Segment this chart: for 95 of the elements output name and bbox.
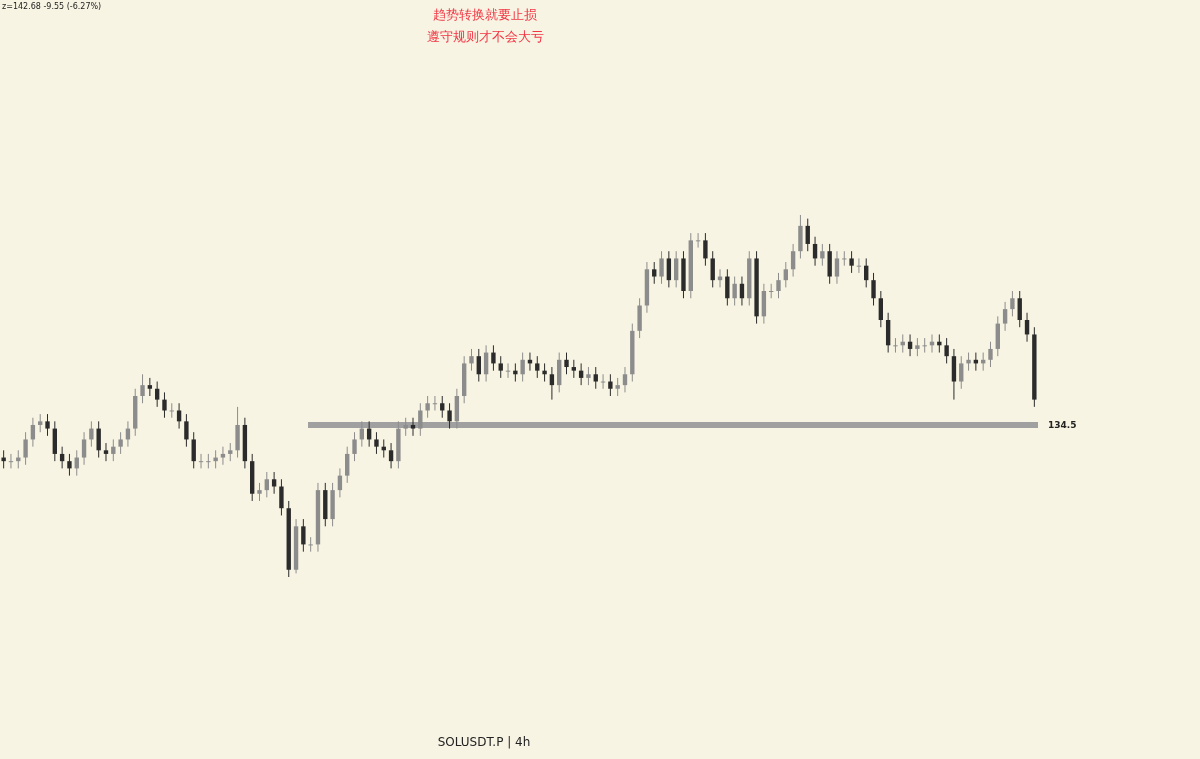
- candlestick: [505, 362, 511, 379]
- candlestick: [871, 272, 876, 306]
- candlestick: [834, 250, 840, 285]
- candlestick: [388, 442, 394, 469]
- candlestick: [520, 352, 525, 383]
- candlestick: [893, 337, 898, 354]
- candlestick: [23, 431, 28, 466]
- candlestick: [301, 518, 306, 553]
- candlestick: [666, 250, 672, 288]
- candlestick: [769, 283, 774, 299]
- candlestick: [615, 377, 620, 397]
- candlestick: [959, 355, 964, 390]
- candlestick: [652, 261, 657, 285]
- candlestick: [542, 362, 547, 383]
- candlestick: [162, 391, 167, 419]
- candlestick: [586, 366, 591, 386]
- candlestick: [191, 431, 196, 469]
- candlestick: [352, 431, 357, 462]
- candlestick: [374, 431, 379, 455]
- candlestick: [403, 417, 408, 437]
- candlestick: [535, 355, 540, 379]
- candlestick: [988, 341, 993, 368]
- candlestick: [140, 373, 145, 404]
- candlestick: [549, 366, 555, 401]
- candlestick: [469, 348, 474, 372]
- candlestick: [944, 337, 949, 364]
- candlestick: [498, 355, 503, 379]
- candlestick: [783, 261, 788, 288]
- candlestick: [820, 243, 825, 267]
- candlestick: [89, 420, 94, 448]
- candlestick: [118, 431, 123, 455]
- candlestick: [732, 276, 737, 306]
- candlestick: [937, 333, 942, 354]
- candlestick: [184, 413, 189, 448]
- candlestick: [476, 348, 481, 383]
- candlestick: [1010, 290, 1015, 317]
- candlestick: [147, 377, 153, 397]
- candlestick: [1002, 301, 1008, 332]
- candlestick: [103, 442, 109, 462]
- candlestick: [673, 250, 679, 288]
- candlestick: [842, 250, 847, 267]
- candlestick: [8, 453, 14, 469]
- candlestick: [176, 402, 182, 430]
- candlestick: [659, 250, 664, 285]
- candlestick: [725, 268, 730, 306]
- text: 趋势转换就要止损: [433, 6, 537, 24]
- candlestick: [1, 449, 6, 469]
- text: z=142.68 -9.55 (-6.27%): [2, 2, 102, 11]
- candlestick: [220, 446, 226, 466]
- candlestick: [279, 478, 284, 516]
- candlestick: [805, 218, 810, 252]
- candlestick: [513, 362, 518, 383]
- candlestick: [915, 337, 920, 357]
- text: 134.5: [1048, 420, 1077, 431]
- candlestick: [345, 446, 350, 484]
- candlestick: [571, 359, 577, 379]
- candlestick: [600, 373, 606, 390]
- candlestick: [206, 453, 211, 469]
- candlestick: [491, 344, 496, 372]
- candlestick: [213, 449, 218, 469]
- candlestick: [878, 290, 884, 328]
- candlestick: [38, 413, 43, 433]
- candlestick: [257, 482, 262, 502]
- candlestick: [308, 536, 313, 553]
- candlestick: [45, 413, 50, 437]
- candlestick: [966, 352, 971, 372]
- candlestick: [593, 366, 598, 390]
- candlestick: [703, 232, 708, 267]
- candlestick: [432, 395, 438, 411]
- candlestick: [776, 272, 781, 299]
- candlestick: [96, 420, 101, 459]
- candlestick: [710, 250, 715, 288]
- candlestick: [922, 337, 927, 354]
- candlestick: [790, 243, 796, 278]
- candlestick: [418, 402, 423, 437]
- candlestick: [67, 453, 72, 477]
- candlestick: [81, 431, 87, 466]
- candlestick: [856, 257, 862, 274]
- text: SOLUSDT.P | 4h: [437, 735, 531, 749]
- candlestick: [608, 373, 613, 397]
- candlestick: [425, 395, 430, 419]
- text: 遵守规则才不会大亏: [426, 28, 544, 46]
- candlestick: [622, 366, 628, 393]
- candlestick: [198, 453, 204, 469]
- candlestick: [849, 250, 854, 274]
- candlestick: [564, 352, 569, 375]
- candlestick: [169, 402, 174, 419]
- candlestick: [228, 442, 233, 462]
- candlestick: [271, 471, 277, 495]
- candlestick: [695, 232, 701, 249]
- candlestick: [1017, 290, 1022, 328]
- candlestick: [264, 471, 269, 498]
- candlestick: [447, 402, 452, 430]
- candlestick: [154, 381, 160, 408]
- candlestick: [410, 417, 416, 437]
